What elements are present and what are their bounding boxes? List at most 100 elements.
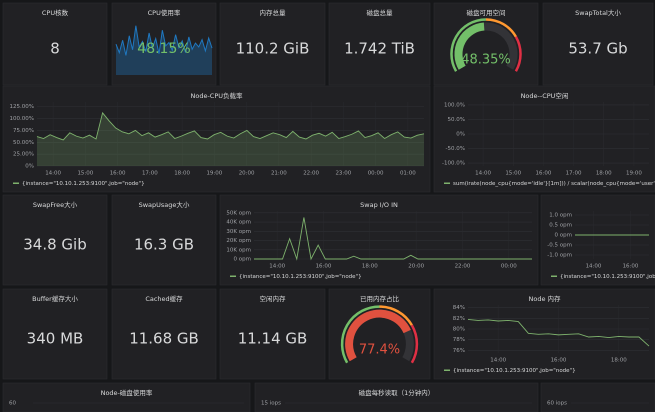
series-line	[254, 217, 532, 261]
x-tick-label: 20:00	[408, 264, 424, 270]
stat-value: 11.14 GB	[238, 330, 308, 348]
y-tick-label: 60 iops	[547, 401, 567, 407]
panel-title: 磁盘总量	[367, 8, 394, 17]
legend-label: {instance="10.10.1.253:9100",job="node"}	[239, 274, 362, 280]
x-tick-label: 19:00	[206, 171, 222, 177]
panel-title: SwapFree大小	[33, 200, 78, 209]
legend-label: {instance="10.10.1.253:9100",job="node"}	[453, 368, 576, 374]
panel-title: Buffer缓存大小	[32, 294, 78, 303]
y-tick-label: 60	[9, 401, 16, 407]
panel-bg	[254, 382, 539, 412]
legend-swatch	[444, 182, 450, 184]
y-tick-label: 0 opm	[555, 233, 572, 239]
gauge-value: 48.35%	[461, 53, 511, 68]
y-tick-label: 75.00%	[13, 128, 34, 134]
legend-label: sum(irate(node_cpu{mode='idle'}[1m])) / …	[453, 181, 655, 187]
y-tick-label: 40K opm	[226, 220, 251, 226]
x-tick-label: 00:00	[501, 264, 517, 270]
panel: SwapTotal大小 53.7 Gb	[542, 2, 654, 86]
panel-bg	[433, 2, 539, 86]
stat-value: 1.742 TiB	[344, 40, 415, 58]
y-tick-label: 125.00%	[10, 104, 34, 110]
y-tick-label: 30K opm	[226, 229, 251, 235]
y-tick-label: 76%	[453, 348, 465, 354]
legend-swatch	[444, 369, 450, 371]
panel-title: Node 内存	[528, 294, 561, 303]
gauge-threshold	[379, 305, 413, 326]
stat-value: 16.3 GB	[134, 236, 194, 254]
panel-bg	[2, 85, 431, 193]
x-tick-label: 16:00	[316, 264, 332, 270]
panel: CPU使用率 48.15%	[111, 2, 217, 86]
y-tick-label: 80%	[453, 327, 465, 333]
x-tick-label: 16:00	[110, 171, 126, 177]
x-tick-label: 01:00	[400, 171, 416, 177]
panel: 磁盘可用空间 48.35%	[433, 2, 539, 86]
panel: Node-CPU负载率 0% 25.00% 50.00% 75.00% 100.00% 12…	[2, 85, 431, 193]
y-tick-label: 1.0 opm	[549, 213, 572, 219]
y-tick-label: 0%	[456, 132, 465, 138]
legend-swatch	[230, 275, 236, 277]
sparkline	[115, 25, 213, 56]
x-tick-label: 14:00	[45, 171, 61, 177]
y-tick-label: 84%	[453, 305, 465, 311]
y-tick-label: -100.0%	[442, 161, 465, 167]
panel-bg	[111, 2, 217, 86]
panel-title: Node--CPU空闲	[521, 91, 569, 100]
panel-bg	[2, 382, 251, 412]
stat-value: 110.2 GiB	[236, 40, 310, 58]
y-tick-label: -50.0%	[446, 146, 465, 152]
gauge-threshold	[340, 305, 380, 364]
x-tick-label: 16:00	[623, 264, 639, 270]
x-tick-label: 14:00	[475, 171, 491, 177]
y-tick-label: 50.0%	[448, 117, 465, 123]
y-tick-label: 50K opm	[226, 210, 251, 216]
stat-value: 340 MB	[27, 330, 84, 348]
panel: Node--CPU空闲 -100.0% -50.0% 0% 50.0% 100.0% 14:…	[433, 85, 655, 193]
gauge-bar	[345, 309, 411, 362]
legend-label: {instance="10.10.1.253:9100",job="node"}	[22, 181, 145, 187]
panel: 磁盘每秒读取（1分钟内） 15 iops	[254, 382, 539, 412]
panel-bg	[540, 382, 655, 412]
panel-title: 内存总量	[260, 8, 287, 17]
y-tick-label: 50.00%	[13, 140, 34, 146]
panel-title: CPU使用率	[148, 8, 181, 17]
y-tick-label: -0.5 opm	[547, 243, 572, 249]
panel-title: 已用内存占比	[360, 294, 400, 303]
sparkline-area	[116, 25, 212, 75]
panel: SwapFree大小 34.8 Gib	[2, 194, 108, 286]
panel-title: 磁盘每秒读取（1分钟内）	[359, 388, 435, 397]
gauge-threshold	[410, 324, 419, 364]
y-tick-label: 0.5 opm	[549, 223, 572, 229]
panel-title: Node-磁盘使用率	[101, 388, 153, 397]
panel: 已用内存占比 77.4%	[328, 288, 431, 380]
panel-bg	[219, 288, 326, 380]
panel-title: 磁盘可用空间	[467, 8, 506, 17]
x-tick-label: 17:00	[566, 171, 582, 177]
panel-title: SwapTotal大小	[575, 8, 621, 17]
panel-bg	[2, 288, 108, 380]
y-tick-label: -1.0 opm	[547, 253, 572, 259]
panel-bg	[2, 2, 108, 86]
panel-title: SwapUsage大小	[139, 200, 190, 209]
panel: 空闲内存 11.14 GB	[219, 288, 326, 380]
y-tick-label: 100.00%	[10, 116, 34, 122]
panel-title: Cached缓存	[145, 294, 183, 303]
x-tick-label: 15:00	[505, 171, 521, 177]
panel: 磁盘总量 1.742 TiB	[328, 2, 431, 86]
panel-bg	[540, 194, 655, 286]
panel-bg	[433, 85, 655, 193]
panel-bg	[542, 2, 654, 86]
y-tick-label: 0%	[25, 164, 34, 170]
y-tick-label: 10K opm	[226, 247, 251, 253]
panel: CPU核数 8	[2, 2, 108, 86]
gauge-threshold	[514, 36, 522, 72]
panel: Swap I/O IN 0 opm 10K opm 20K opm 30K opm 40K…	[219, 194, 539, 286]
x-tick-label: 18:00	[596, 171, 612, 177]
gauge-threshold	[450, 18, 487, 72]
gauge-threshold	[485, 18, 517, 38]
x-tick-label: 22:00	[303, 171, 319, 177]
panel: Node-磁盘使用率 60	[2, 382, 251, 412]
